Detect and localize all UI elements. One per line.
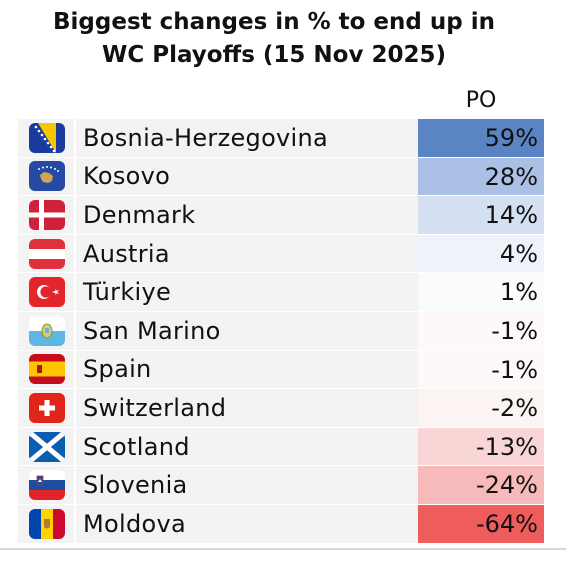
row-background	[18, 350, 418, 389]
flag-cell	[18, 389, 76, 427]
row-background	[18, 504, 418, 543]
title-line-1: Biggest changes in % to end up in	[53, 9, 495, 35]
po-change-value: -24%	[418, 466, 544, 504]
row-background	[18, 234, 418, 273]
flag-cell	[18, 273, 76, 311]
country-name: Kosovo	[83, 162, 171, 191]
flag-cell	[18, 311, 76, 350]
flag-cell	[18, 466, 76, 504]
table-row: Switzerland -2%	[18, 389, 544, 428]
table-row: Slovenia -24%	[18, 466, 544, 505]
flag-cell	[18, 196, 76, 234]
san-marino-flag-icon	[29, 315, 65, 346]
table-row: Türkiye 1%	[18, 273, 544, 312]
austria-flag-icon	[29, 238, 65, 269]
po-change-value: 59%	[418, 119, 544, 157]
po-change-value: -1%	[418, 350, 544, 389]
row-background	[18, 157, 418, 196]
chart-title: Biggest changes in % to end up in WC Pla…	[0, 6, 548, 72]
flag-cell	[18, 157, 76, 196]
switzerland-flag-icon	[29, 392, 65, 423]
bosnia-flag-icon	[29, 122, 65, 153]
po-change-value: -64%	[418, 504, 544, 543]
country-name: Spain	[83, 355, 152, 384]
po-change-value: -13%	[418, 427, 544, 466]
country-name: Denmark	[83, 200, 196, 229]
table-row: Kosovo 28%	[18, 157, 544, 197]
turkiye-flag-icon	[29, 277, 65, 308]
table-row: Moldova -64%	[18, 504, 544, 544]
flag-cell	[18, 350, 76, 389]
po-change-value: 14%	[418, 196, 544, 234]
row-background	[18, 466, 418, 504]
country-name: Scotland	[83, 432, 190, 461]
country-name: Türkiye	[83, 278, 172, 307]
spain-flag-icon	[29, 354, 65, 385]
country-name: Switzerland	[83, 393, 227, 422]
flag-cell	[18, 234, 76, 273]
table-row: Austria 4%	[18, 234, 544, 274]
country-name: Bosnia-Herzegovina	[83, 123, 329, 152]
po-change-value: 28%	[418, 157, 544, 196]
country-name: San Marino	[83, 316, 221, 345]
title-line-2: WC Playoffs (15 Nov 2025)	[101, 42, 447, 68]
table-row: Spain -1%	[18, 350, 544, 390]
country-name: Austria	[83, 239, 170, 268]
country-name: Slovenia	[83, 471, 188, 500]
kosovo-flag-icon	[29, 161, 65, 192]
flag-cell	[18, 427, 76, 466]
row-background	[18, 427, 418, 466]
changes-table: Bosnia-Herzegovina 59% Kosovo 28% Denmark 14%…	[18, 119, 544, 544]
row-background	[18, 311, 418, 350]
moldova-flag-icon	[29, 508, 65, 539]
slovenia-flag-icon	[29, 470, 65, 501]
row-background	[18, 273, 418, 311]
flag-cell	[18, 504, 76, 543]
table-row: Bosnia-Herzegovina 59%	[18, 119, 544, 158]
row-background	[18, 119, 418, 157]
table-row: Denmark 14%	[18, 196, 544, 235]
country-name: Moldova	[83, 509, 186, 538]
po-change-value: 4%	[418, 234, 544, 273]
po-change-value: 1%	[418, 273, 544, 311]
po-change-value: -1%	[418, 311, 544, 350]
scotland-flag-icon	[29, 431, 65, 462]
po-change-value: -2%	[418, 389, 544, 427]
row-background	[18, 389, 418, 427]
denmark-flag-icon	[29, 199, 65, 230]
table-row: San Marino -1%	[18, 311, 544, 351]
column-header-po: PO	[465, 88, 497, 113]
row-background	[18, 196, 418, 234]
bottom-divider	[0, 548, 566, 550]
table-row: Scotland -13%	[18, 427, 544, 467]
flag-cell	[18, 119, 76, 157]
